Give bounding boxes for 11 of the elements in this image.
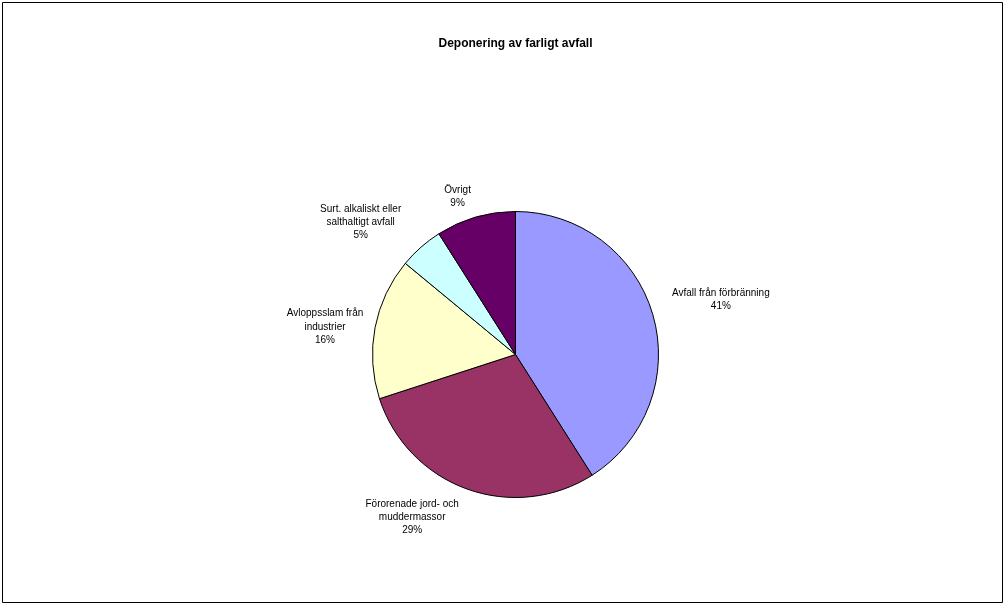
slice-label: Avfall från förbränning (672, 287, 770, 299)
slice-label: Surt. alkaliskt eller salthaltigt avfall (320, 202, 402, 227)
slice-label: Övrigt (444, 183, 472, 195)
chart-title: Deponering av farligt avfall (438, 35, 593, 50)
data-label: 9% (450, 197, 465, 209)
data-label: 41% (710, 300, 731, 312)
slice-label: Avloppsslam från industrier (286, 307, 364, 332)
data-label: 29% (402, 524, 423, 536)
slice-label: Förorenade jord- och muddermassor (365, 497, 459, 523)
data-label: 5% (353, 229, 368, 240)
data-label: 16% (315, 333, 336, 345)
